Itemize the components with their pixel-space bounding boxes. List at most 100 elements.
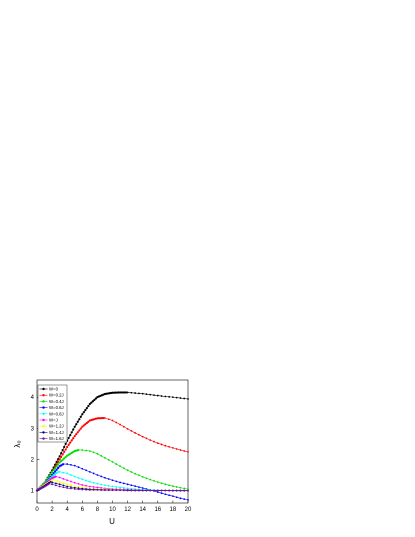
data-point <box>70 431 73 434</box>
legend-label: W=J <box>49 418 58 423</box>
y-tick-label: 4 <box>31 395 35 401</box>
data-point <box>156 491 159 493</box>
data-point <box>69 441 72 444</box>
x-tick-label: 18 <box>170 507 177 513</box>
data-point <box>88 450 91 452</box>
data-point <box>62 471 65 474</box>
data-point <box>66 472 69 475</box>
legend-label: W=0.2J <box>49 393 64 398</box>
data-point <box>96 482 99 485</box>
data-point <box>126 469 129 472</box>
data-point <box>122 489 125 492</box>
data-point <box>76 431 79 434</box>
data-point <box>111 489 114 492</box>
data-point <box>81 425 84 428</box>
data-point <box>66 463 69 465</box>
data-point <box>187 451 189 453</box>
data-point <box>81 449 84 451</box>
data-point <box>73 488 76 490</box>
x-tick-label: 16 <box>154 507 161 513</box>
data-point <box>90 401 93 404</box>
legend-item: W=0.4J <box>39 399 64 404</box>
data-point <box>62 486 65 489</box>
data-point <box>172 396 174 399</box>
data-point <box>85 479 87 482</box>
legend-item: W=1.6J <box>39 436 64 441</box>
data-point <box>46 483 49 486</box>
data-point <box>55 468 58 471</box>
data-point <box>85 484 87 487</box>
data-point <box>122 467 125 470</box>
data-point <box>96 486 99 489</box>
data-point <box>63 445 66 449</box>
data-point <box>48 482 50 485</box>
data-point <box>77 488 80 491</box>
data-point <box>61 448 64 452</box>
legend: W=0W=0.2JW=0.4JW=0.6JW=0.8JW=JW=1.2JW=1.… <box>37 384 68 443</box>
data-point <box>64 442 67 445</box>
data-point <box>179 497 182 500</box>
data-point <box>145 489 148 492</box>
data-point <box>122 482 125 485</box>
data-point <box>141 475 144 478</box>
data-point <box>119 486 121 489</box>
data-point <box>88 489 91 491</box>
data-point <box>175 486 178 488</box>
legend-label: W=0.6J <box>49 405 64 410</box>
data-point <box>54 473 57 476</box>
data-point <box>172 446 174 449</box>
data-point <box>67 443 70 446</box>
data-point <box>73 475 76 478</box>
data-point <box>56 480 59 482</box>
data-point <box>179 397 182 399</box>
data-point <box>60 455 63 459</box>
data-point <box>164 395 167 398</box>
data-point <box>87 420 90 423</box>
data-point <box>61 453 64 456</box>
data-point <box>115 480 118 483</box>
data-point <box>77 466 80 469</box>
data-point <box>58 461 61 464</box>
x-tick-label: 4 <box>66 507 70 513</box>
data-point <box>52 478 55 481</box>
data-point <box>111 479 114 482</box>
data-point <box>82 424 85 427</box>
data-point <box>149 489 152 492</box>
data-point <box>57 470 60 473</box>
data-point <box>73 485 76 488</box>
data-point <box>115 463 118 465</box>
series-3 <box>35 449 189 492</box>
legend-marker <box>42 431 45 434</box>
data-point <box>149 393 152 396</box>
data-point <box>66 485 69 488</box>
data-point <box>168 445 171 448</box>
data-point <box>58 458 61 461</box>
data-point <box>70 484 72 487</box>
data-point <box>73 425 76 428</box>
data-point <box>54 470 57 473</box>
x-tick-label: 6 <box>81 507 85 513</box>
data-point <box>79 415 82 418</box>
data-point <box>73 486 76 489</box>
data-point <box>67 436 70 440</box>
legend-item: W=0.6J <box>39 405 64 410</box>
data-point <box>160 492 163 495</box>
data-point <box>183 450 186 452</box>
data-point <box>134 432 137 434</box>
data-point <box>111 485 114 488</box>
data-point <box>168 489 171 492</box>
data-point <box>156 489 159 492</box>
data-point <box>66 483 69 486</box>
data-point <box>51 483 53 486</box>
data-point <box>130 471 133 473</box>
data-point <box>79 427 82 430</box>
data-point <box>92 489 95 491</box>
data-point <box>81 413 84 416</box>
y-axis-label: λ₀ <box>13 440 22 447</box>
data-point <box>96 489 99 491</box>
data-point <box>55 460 58 463</box>
data-point <box>88 470 91 473</box>
data-point <box>96 452 99 455</box>
data-point <box>62 477 65 480</box>
